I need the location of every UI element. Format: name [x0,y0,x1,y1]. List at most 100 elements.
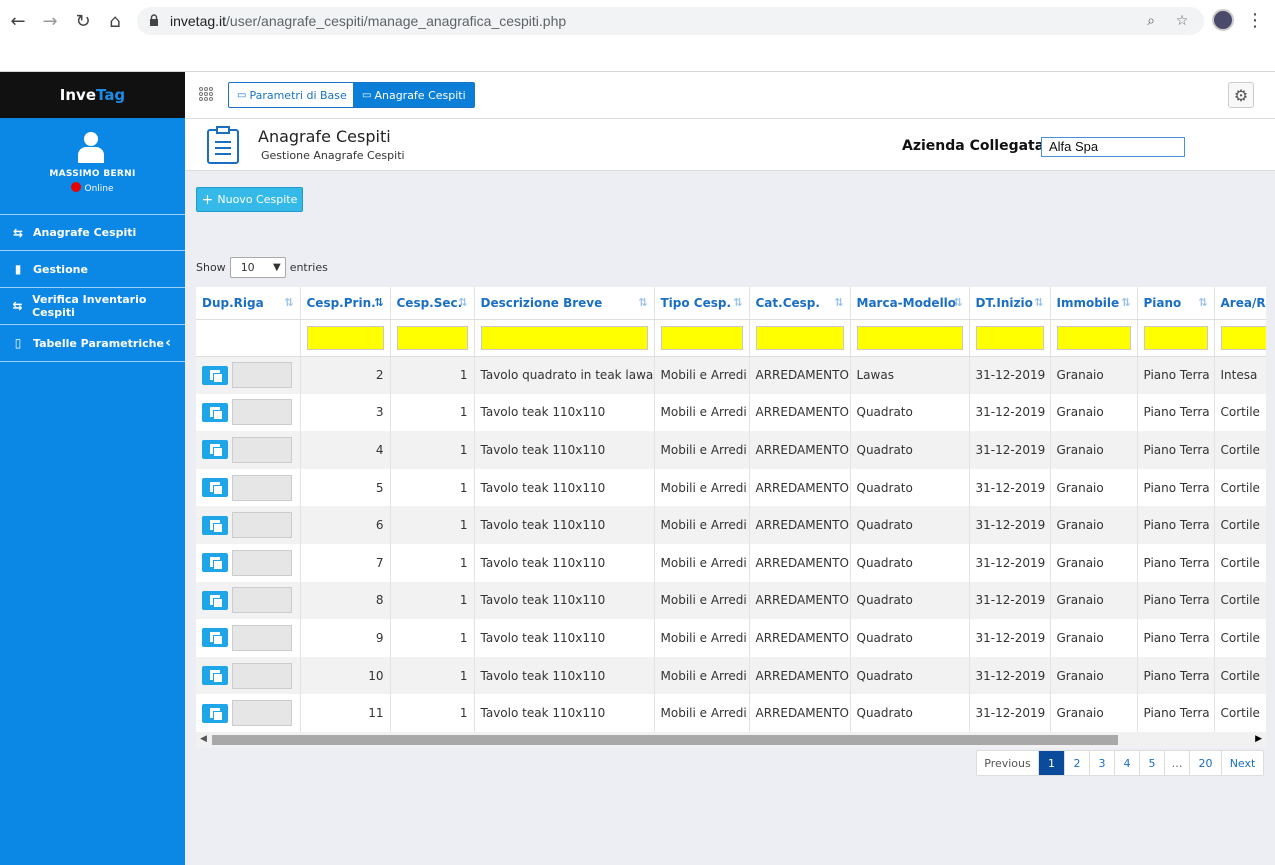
brand-logo[interactable]: Inve Tag [0,72,185,118]
table-row[interactable]: 4 1 Tavolo teak 110x110 Mobili e Arredi ARRE… [196,431,1266,469]
forward-icon[interactable]: → [42,10,58,32]
cell-area: Cortile [1214,581,1266,620]
column-header-tipo[interactable]: Tipo Cesp. ⇅ [654,287,750,320]
duplicate-row-icon[interactable] [202,590,228,610]
address-bar[interactable]: invetag.it/user/anagrafe_cespiti/manage_… [137,7,1204,35]
column-header-piano[interactable]: Piano ⇅ [1137,287,1215,320]
table-row[interactable]: 11 1 Tavolo teak 110x110 Mobili e Arredi ARR… [196,694,1266,732]
filter-input-descrizione[interactable] [480,325,648,350]
dup-count-field[interactable] [232,362,292,389]
page-button-3[interactable]: 3 [1090,751,1115,775]
duplicate-row-icon[interactable] [202,703,228,723]
column-header-cat[interactable]: Cat.Cesp. ⇅ [749,287,851,320]
sidebar-item-gestione[interactable]: ▮ Gestione [0,251,185,288]
nuovo-cespite-button[interactable]: + Nuovo Cespite [196,187,303,212]
filter-input-cat[interactable] [755,325,844,350]
filter-input-tipo[interactable] [660,325,743,350]
reload-icon[interactable]: ↻ [75,10,91,32]
dup-count-field[interactable] [232,474,292,501]
zoom-icon[interactable]: ⌕ [1147,13,1155,29]
cell-tipo: Mobili e Arredi [654,694,750,732]
dup-count-field[interactable] [232,700,292,727]
dup-riga-cell [196,393,301,432]
dup-count-field[interactable] [232,549,292,576]
page-button-4[interactable]: 4 [1115,751,1140,775]
duplicate-row-icon[interactable] [202,628,228,648]
duplicate-row-icon[interactable] [202,478,228,498]
parametri-di-base-button[interactable]: ▭ Parametri di Base [228,82,356,108]
table-row[interactable]: 9 1 Tavolo teak 110x110 Mobili e Arredi ARRE… [196,619,1266,657]
sort-asc-icon: ⇅ [374,296,384,309]
column-header-immobile[interactable]: Immobile ⇅ [1050,287,1138,320]
cell-cat: ARREDAMENTO [749,468,851,507]
column-header-area[interactable]: Area/Re [1214,287,1266,320]
home-icon[interactable]: ⌂ [109,10,121,32]
bar-chart-icon: ▮ [14,262,22,276]
duplicate-row-icon[interactable] [202,365,228,385]
filter-input-cesp-sec[interactable] [396,325,468,350]
table-row[interactable]: 10 1 Tavolo teak 110x110 Mobili e Arredi ARR… [196,656,1266,695]
user-icon [78,132,104,163]
table-row[interactable]: 8 1 Tavolo teak 110x110 Mobili e Arredi ARRE… [196,581,1266,620]
page-button-20[interactable]: 20 [1190,751,1222,775]
dup-count-field[interactable] [232,624,292,651]
entries-select[interactable]: 10 ▼ [229,257,286,278]
horizontal-scrollbar[interactable]: ◀ ▶ [196,732,1266,748]
filter-input-cesp-prin[interactable] [306,325,384,350]
duplicate-row-icon[interactable] [202,402,228,422]
duplicate-row-icon[interactable] [202,666,228,686]
duplicate-row-icon[interactable] [202,440,228,460]
column-header-descrizione[interactable]: Descrizione Breve ⇅ [474,287,655,320]
sidebar-item-verifica-inventario[interactable]: ⇆ Verifica Inventario Cespiti [0,288,185,325]
cell-sec: 1 [390,506,475,544]
cell-cat: ARREDAMENTO [749,543,851,582]
filter-input-dt-inizio[interactable] [975,325,1044,350]
sidebar-item-tabelle-parametriche[interactable]: ▯ Tabelle Parametriche ‹ [0,325,185,362]
apps-grid-icon[interactable] [198,86,214,102]
filter-input-immobile[interactable] [1056,325,1131,350]
table-row[interactable]: 3 1 Tavolo teak 110x110 Mobili e Arredi ARRE… [196,393,1266,432]
dup-count-field[interactable] [232,662,292,689]
dup-count-field[interactable] [232,399,292,426]
dup-count-field[interactable] [232,587,292,614]
next-page-button[interactable]: Next [1229,756,1256,770]
scroll-left-icon[interactable]: ◀ [200,734,207,744]
anagrafe-cespiti-button[interactable]: ▭ Anagrafe Cespiti [353,82,475,108]
dup-count-field[interactable] [232,512,292,539]
length-control: Show 10 ▼ entries [196,257,328,278]
column-header-marca[interactable]: Marca-Modello ⇅ [850,287,970,320]
sidebar-item-label: Verifica Inventario Cespiti [32,293,147,319]
table-row[interactable]: 2 1 Tavolo quadrato in teak lawas Mobili e … [196,356,1266,394]
previous-page-button[interactable]: Previous [977,751,1039,775]
scrollbar-thumb[interactable] [212,735,1118,745]
column-header-dt-inizio[interactable]: DT.Inizio ⇅ [969,287,1051,320]
filter-input-piano[interactable] [1143,325,1208,350]
sidebar-item-anagrafe-cespiti[interactable]: ⇆ Anagrafe Cespiti [0,214,185,251]
cell-cat: ARREDAMENTO [749,506,851,544]
profile-avatar-icon[interactable] [1212,9,1234,31]
page-button-2[interactable]: 2 [1065,751,1090,775]
scroll-right-icon[interactable]: ▶ [1255,734,1262,744]
dup-count-field[interactable] [232,436,292,463]
cell-area: Cortile [1214,393,1266,432]
back-icon[interactable]: ← [10,10,26,32]
table-row[interactable]: 7 1 Tavolo teak 110x110 Mobili e Arredi ARRE… [196,543,1266,582]
dup-riga-cell [196,543,301,582]
duplicate-row-icon[interactable] [202,553,228,573]
table-row[interactable]: 6 1 Tavolo teak 110x110 Mobili e Arredi ARRE… [196,506,1266,544]
cell-prin: 2 [300,356,391,394]
filter-input-area[interactable] [1220,325,1266,350]
azienda-field[interactable]: Alfa Spa [1041,137,1185,157]
table-row[interactable]: 5 1 Tavolo teak 110x110 Mobili e Arredi ARRE… [196,468,1266,507]
column-header-cesp-prin[interactable]: Cesp.Prin. ⇅ [300,287,391,320]
cell-marca: Quadrato [850,619,970,657]
duplicate-row-icon[interactable] [202,515,228,535]
browser-menu-icon[interactable]: ⋮ [1246,10,1264,31]
column-header-cesp-sec[interactable]: Cesp.Sec. ⇅ [390,287,475,320]
star-icon[interactable]: ☆ [1175,13,1189,29]
page-button-1[interactable]: 1 [1039,751,1065,775]
filter-input-marca[interactable] [856,325,963,350]
column-header-dup-riga[interactable]: Dup.Riga ⇅ [196,287,301,320]
settings-gear-icon[interactable]: ⚙ [1228,82,1254,108]
page-button-5[interactable]: 5 [1140,751,1165,775]
